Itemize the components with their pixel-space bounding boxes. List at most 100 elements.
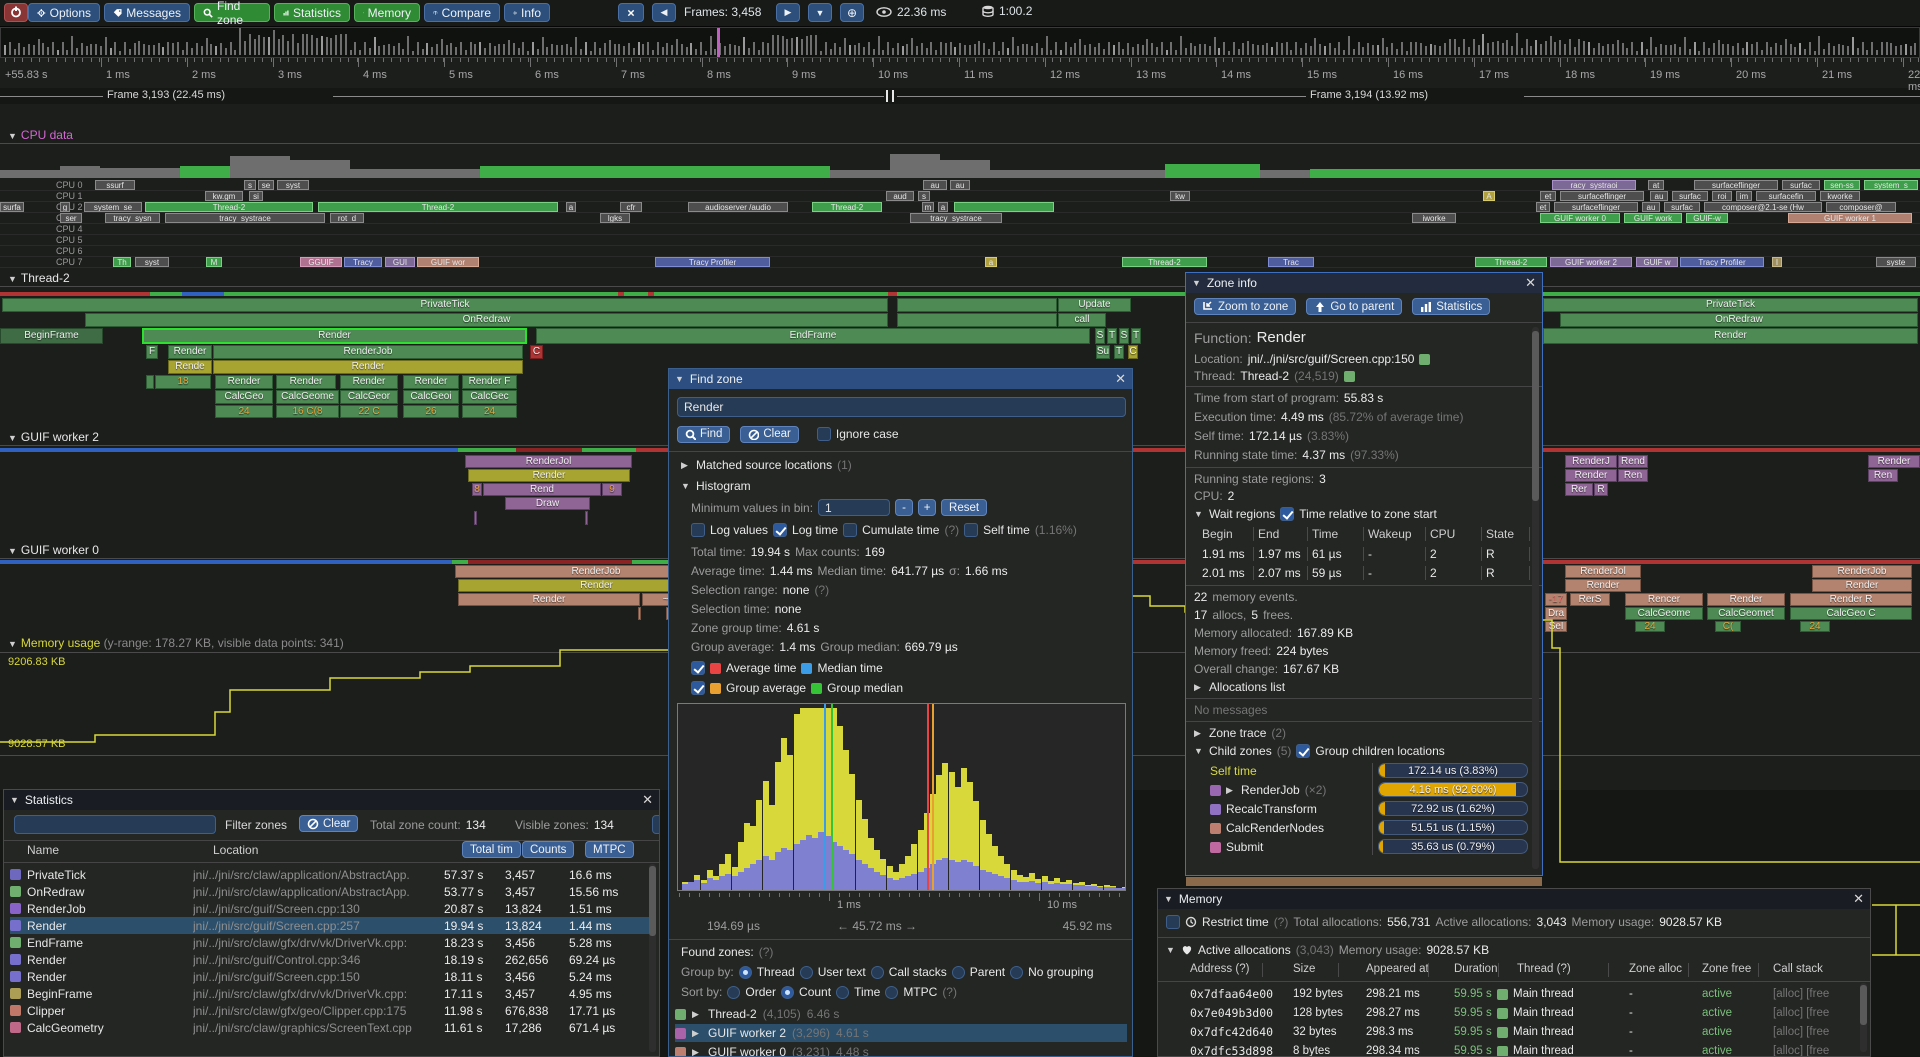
cpu-zone-chip[interactable]: syste xyxy=(1876,257,1916,267)
cpu-zone-chip[interactable]: composer@2.1-se (Hw xyxy=(1704,202,1822,212)
statistics-row[interactable]: PrivateTick jni/../jni/src/claw/applicati… xyxy=(10,866,655,883)
statistics-scroll-thumb[interactable] xyxy=(649,866,656,936)
timeline-zone[interactable]: Render R xyxy=(1790,593,1912,606)
timeline-zone[interactable]: BeginFrame xyxy=(0,328,103,344)
cpu-zone-chip[interactable]: au xyxy=(950,180,970,190)
timeline-zone[interactable]: Render xyxy=(1868,455,1920,468)
zone-info-button-statistics[interactable]: Statistics xyxy=(1412,298,1491,315)
cpu-zone-chip[interactable]: tracy_systrace xyxy=(165,213,325,223)
timeline-zone[interactable]: Ren xyxy=(1868,469,1898,482)
cpu-zone-chip[interactable]: a xyxy=(985,257,997,267)
timeline-zone[interactable]: call xyxy=(1058,313,1106,327)
timeline-zone[interactable]: RenderJob xyxy=(213,345,523,359)
cpu-zone-chip[interactable]: syst xyxy=(135,257,169,267)
cpu-zone-chip[interactable]: GUIF worker 2 xyxy=(1550,257,1632,267)
toolbar-button-tools[interactable] xyxy=(618,3,644,22)
cpu-zone-chip[interactable]: Tracy Profiler xyxy=(1680,257,1764,267)
timeline-zone[interactable]: RenderJol xyxy=(1565,565,1641,578)
cpu-zone-chip[interactable]: Thread-2 xyxy=(1122,257,1207,267)
cpu-zone-chip[interactable]: Thread-2 xyxy=(1475,257,1547,267)
close-icon[interactable]: ✕ xyxy=(1525,275,1536,290)
timeline-zone[interactable]: Render xyxy=(1812,579,1912,592)
cpu-zone-chip[interactable]: m xyxy=(922,202,934,212)
timeline-zone[interactable]: Render xyxy=(213,360,523,374)
thread-section-header-guif0[interactable]: ▼ GUIF worker 0 xyxy=(8,543,99,557)
timeline-zone[interactable]: CalcGeor xyxy=(340,390,398,404)
timeline-zone[interactable]: Render xyxy=(1565,469,1617,482)
memory-allocation-row[interactable]: 0x7dfaa64e00 192 bytes 298.21 ms 59.95 s Mai… xyxy=(1158,985,1858,1003)
checkbox[interactable] xyxy=(691,523,705,537)
timeline-zone[interactable]: Update xyxy=(1058,298,1131,312)
col-counts-button[interactable]: Counts xyxy=(522,841,575,858)
find-zone-query-input[interactable]: Render xyxy=(677,397,1126,417)
cpu-zone-chip[interactable]: GUI xyxy=(385,257,415,267)
close-icon[interactable]: ✕ xyxy=(1853,891,1864,906)
histogram-plot[interactable] xyxy=(677,703,1126,891)
cpu-zone-chip[interactable]: roi xyxy=(1712,191,1732,201)
timeline-zone[interactable]: 16 C(8 xyxy=(276,405,339,418)
child-zone-row[interactable]: RecalcTransform xyxy=(1210,802,1317,816)
toolbar-button-compare[interactable]: Compare xyxy=(424,3,500,22)
timeline-zone[interactable] xyxy=(146,375,154,389)
toolbar-button-options[interactable]: Options xyxy=(28,3,100,22)
radio-button[interactable] xyxy=(781,985,795,999)
cpu-zone-chip[interactable]: M xyxy=(206,257,222,267)
checkbox[interactable] xyxy=(964,523,979,537)
cpu-zone-chip[interactable]: surfac xyxy=(1782,180,1820,190)
timeline-zone[interactable] xyxy=(474,511,477,525)
checkbox[interactable] xyxy=(816,427,831,441)
cpu-zone-chip[interactable]: cfr xyxy=(620,202,642,212)
timeline-zone[interactable]: Render xyxy=(1565,579,1641,592)
timeline-zone[interactable]: CalcGeome xyxy=(276,390,339,404)
zone-info-button-go-to-parent[interactable]: Go to parent xyxy=(1306,298,1403,315)
timeline-zone[interactable]: RenderJ xyxy=(1565,455,1617,468)
cpu-zone-chip[interactable]: Thread-2 xyxy=(145,202,313,212)
cpu-zone-chip[interactable]: surfaceflinger xyxy=(1694,180,1778,190)
frame-overview-strip[interactable] xyxy=(0,27,1920,58)
timeline-zone[interactable]: Rende xyxy=(168,360,212,374)
cpu-zone-chip[interactable]: sen-ss xyxy=(1824,180,1860,190)
timeline-zone[interactable]: 24 xyxy=(1635,621,1665,632)
cpu-zone-chip[interactable]: A xyxy=(1483,191,1495,201)
wait-table-row[interactable]: 2.01 ms 2.07 ms 59 µs -2 R xyxy=(1198,566,1530,580)
timeline-zone[interactable]: Render xyxy=(403,375,459,389)
statistics-row[interactable]: RenderJob jni/../jni/src/guif/Screen.cpp:… xyxy=(10,900,655,917)
checkbox[interactable] xyxy=(691,661,705,675)
cpu-zone-chip[interactable]: a xyxy=(938,202,948,212)
timeline-zone[interactable] xyxy=(638,607,641,620)
zone-trace-header[interactable]: ▶ Zone trace (2) xyxy=(1194,726,1286,740)
timeline-zone[interactable]: Render xyxy=(468,469,630,482)
thread-section-header-guif2[interactable]: ▼ GUIF worker 2 xyxy=(8,430,99,444)
filter-secondary-input[interactable] xyxy=(652,815,659,834)
cpu-zone-chip[interactable]: composer@ xyxy=(1826,202,1896,212)
zone-info-button-zoom-to-zone[interactable]: Zoom to zone xyxy=(1194,298,1297,315)
timeline-zone[interactable]: CalcGeome xyxy=(1625,607,1703,620)
radio-button[interactable] xyxy=(727,985,741,999)
checkbox[interactable] xyxy=(773,523,788,537)
toolbar-button-statistics[interactable]: Statistics xyxy=(274,3,350,22)
statistics-scrollbar[interactable] xyxy=(649,864,656,1052)
cpu-zone-chip[interactable]: Trac xyxy=(1268,257,1314,267)
wait-regions-header[interactable]: ▼ Wait regions Time relative to zone start xyxy=(1194,507,1437,521)
cpu-zone-chip[interactable]: lgks xyxy=(600,213,630,223)
crosshair-button[interactable]: ⊕ xyxy=(840,3,864,22)
cpu-zone-chip[interactable]: GUIF worker 1 xyxy=(1788,213,1912,223)
cpu-zone-chip[interactable]: racy_systraoi xyxy=(1552,180,1636,190)
timeline-zone[interactable]: Render xyxy=(458,593,640,606)
cpu-zone-chip[interactable]: GUIF worker 0 xyxy=(1540,213,1620,223)
cpu-zone-chip[interactable]: surfacefin xyxy=(1756,191,1816,201)
timeline-zone[interactable]: Rend xyxy=(483,483,601,496)
statistics-row[interactable]: Render jni/../jni/src/guif/Control.cpp:34… xyxy=(10,951,655,968)
cpu-zone-chip[interactable]: GUIF work xyxy=(1624,213,1682,223)
cpu-zone-chip[interactable]: si xyxy=(249,191,263,201)
toolbar-button-memory[interactable]: Memory xyxy=(354,3,420,22)
statistics-row[interactable]: CalcGeometry jni/../jni/src/claw/graphics… xyxy=(10,1019,655,1036)
statistics-row[interactable]: Clipper jni/../jni/src/claw/gfx/geo/Clipp… xyxy=(10,1002,655,1019)
allocations-list-header[interactable]: ▶ Allocations list xyxy=(1194,680,1285,694)
memory-scroll-thumb[interactable] xyxy=(1860,985,1867,1025)
frame-next-button[interactable]: ▶ xyxy=(776,3,800,22)
memory-allocation-row[interactable]: 0x7dfc53d898 8 bytes 298.34 ms 59.95 s Main … xyxy=(1158,1042,1858,1056)
col-mtpc-button[interactable]: MTPC xyxy=(585,841,634,858)
timeline-zone[interactable]: PrivateTick xyxy=(2,298,888,312)
timeline-zone[interactable]: 26 xyxy=(403,405,459,418)
